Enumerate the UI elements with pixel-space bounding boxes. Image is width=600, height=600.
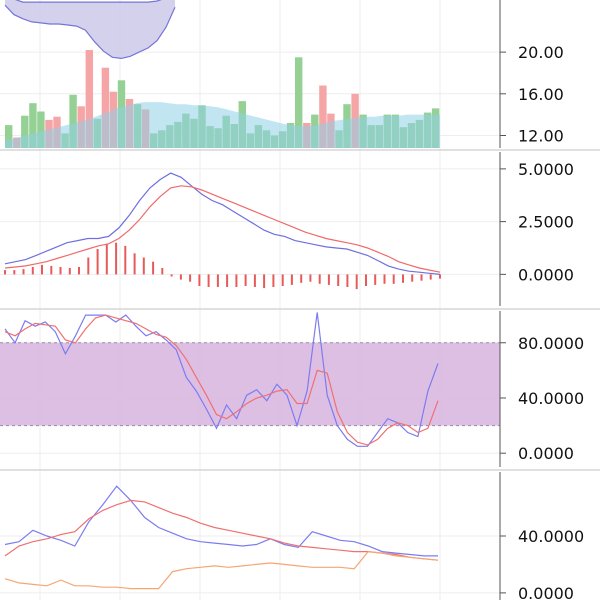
stochastic-band [0,342,500,426]
volume-bar [85,50,93,148]
price-plot-area [0,0,500,148]
y-tick-label: 5.0000 [518,160,574,179]
y-tick-label: 40.0000 [518,527,584,546]
macd-plot-area [0,168,500,290]
y-tick-label: 80.0000 [518,334,584,353]
volume-bar [319,85,327,148]
stochastic-plot-area [0,312,500,454]
macd-macd-line [4,172,441,275]
y-tick-label: 2.5000 [518,213,574,232]
dmi-plus_di-line [4,485,438,557]
moving-average-area [5,102,440,148]
stochastic-panel: 0.0000 40.0000 80.0000 [0,308,600,467]
volume-bar [69,94,77,148]
y-tick-label: 0.0000 [518,584,574,600]
volume-bar [5,125,13,148]
y-tick-label: 0.0000 [518,265,574,284]
y-tick-label: 20.00 [518,43,564,62]
dmi-adx-line [4,550,439,590]
price-band-upper-line [14,0,162,3]
volume-bar [295,57,303,148]
volume-bar [101,67,110,148]
dmi-minus_di-line [4,499,439,561]
price-band-area [5,0,175,59]
dmi-panel: 0.0000 40.0000 [0,469,600,600]
y-tick-label: 40.0000 [518,389,584,408]
stochastic-d-line [4,314,439,446]
price-panel: 12.00 16.00 20.00 [0,0,564,148]
y-tick-label: 0.0000 [518,444,574,463]
price-band-lower-line [4,4,176,60]
macd-signal-line [4,185,441,273]
dmi-plot-area [0,485,500,594]
volume-bar [21,115,29,148]
y-tick-label: 12.00 [518,127,564,146]
volume-bar [29,103,37,148]
y-tick-label: 16.00 [518,85,564,104]
macd-panel: 0.0000 2.5000 5.0000 [0,149,600,306]
volume-bar [37,111,45,148]
